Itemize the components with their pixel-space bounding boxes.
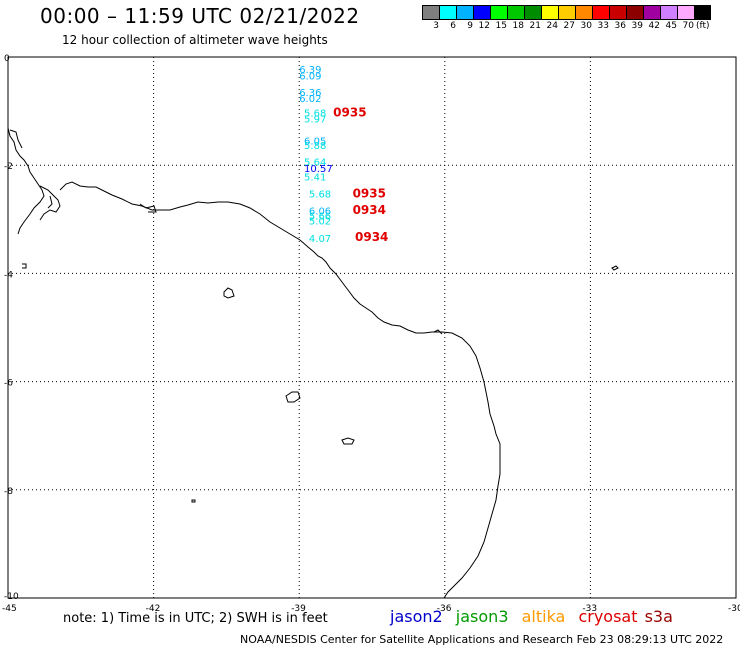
coastline-northwest (7, 127, 61, 235)
colorbar-label: 39 (631, 21, 643, 31)
colorbar-label: 45 (665, 21, 677, 31)
colorbar-swatch (490, 5, 507, 20)
wave-height-value: 6.09 (299, 72, 321, 83)
island-north (223, 287, 235, 299)
wave-height-value: 5.88 (304, 141, 326, 152)
colorbar-swatch (677, 5, 694, 20)
island-center (285, 391, 301, 403)
map-frame (7, 56, 737, 599)
colorbar-label: 9 (467, 21, 473, 31)
colorbar-label: 42 (648, 21, 660, 31)
pass-time-labels: 0935 0935 0934 0934 (333, 106, 388, 244)
colorbar-label: 3 (433, 21, 439, 31)
coastline-main (59, 181, 501, 599)
colorbar-label: 6 (450, 21, 456, 31)
colorbar-label: 70 (682, 21, 694, 31)
colorbar-labels: 3 6 9 12 15 18 21 24 27 30 33 36 39 42 45 70 (ft) (422, 21, 724, 31)
island-small-west (22, 263, 27, 269)
footer-credit: NOAA/NESDIS Center for Satellite Applica… (240, 633, 724, 646)
colorbar-swatch (609, 5, 626, 20)
wave-height-value: 6.02 (299, 94, 321, 105)
colorbar-swatch (541, 5, 558, 20)
wave-height-value: 4.07 (309, 234, 331, 245)
wave-height-value: 5.68 (304, 109, 326, 120)
coastline-bay-marks (139, 203, 443, 335)
lat-tick-label: -6 (4, 379, 13, 389)
pass-time-label: 0934 (353, 203, 386, 217)
colorbar-label: 27 (563, 21, 575, 31)
colorbar-swatch (524, 5, 541, 20)
wave-height-value: 6.06 (309, 206, 331, 217)
lat-tick-label: -10 (4, 592, 19, 602)
colorbar-label: 24 (546, 21, 558, 31)
colorbar-swatch (660, 5, 677, 20)
island-east (611, 265, 619, 271)
coastline (7, 127, 619, 599)
wave-height-colorbar (422, 5, 711, 20)
colorbar-swatch (473, 5, 490, 20)
pass-time-label: 0934 (355, 230, 388, 244)
pass-time-label: 0935 (333, 106, 366, 120)
colorbar-label: 30 (580, 21, 592, 31)
lat-tick-label: -8 (4, 487, 13, 497)
colorbar-swatch (643, 5, 660, 20)
legend-jason3: jason3 (455, 607, 509, 626)
colorbar-swatch (694, 5, 711, 20)
wave-height-value: 5.97 (304, 114, 326, 125)
lat-tick-label: 0 (4, 54, 10, 64)
island-south (341, 437, 355, 445)
lon-tick-label: -36 (437, 604, 452, 614)
lat-tick-label: -2 (4, 162, 13, 172)
wave-height-value: 5.64 (304, 158, 326, 169)
colorbar-label: (ft) (696, 21, 710, 31)
lon-tick-label: -39 (291, 604, 306, 614)
colorbar-swatch (456, 5, 473, 20)
wave-height-value: 6.05 (304, 137, 326, 148)
colorbar-swatch (439, 5, 456, 20)
lon-tick-label: -33 (582, 604, 597, 614)
island-far-south (191, 499, 196, 503)
colorbar-swatch (626, 5, 643, 20)
wave-height-value: 6.36 (299, 88, 321, 99)
legend-altika: altika (521, 607, 566, 626)
satellite-legend: jason2 jason3 altika cryosat s3a (390, 607, 673, 626)
legend-s3a: s3a (644, 607, 673, 626)
legend-cryosat: cryosat (578, 607, 638, 626)
wave-height-observations: 6.396.096.366.025.685.976.055.885.6410.5… (299, 65, 332, 245)
colorbar-label: 12 (478, 21, 490, 31)
colorbar-label: 36 (614, 21, 626, 31)
lon-tick-label: -42 (146, 604, 161, 614)
lon-tick-label: -45 (2, 604, 17, 614)
legend-jason2: jason2 (390, 607, 443, 626)
colorbar-label: 21 (529, 21, 541, 31)
wave-height-value: 5.68 (309, 190, 331, 201)
lon-tick-label: -30 (728, 604, 740, 614)
wave-height-value: 5.66 (309, 211, 331, 222)
note-text: note: 1) Time is in UTC; 2) SWH is in fe… (63, 611, 328, 626)
map-subtitle: 12 hour collection of altimeter wave hei… (62, 33, 328, 47)
wave-height-value: 10.57 (304, 164, 333, 175)
wave-height-value: 5.02 (309, 217, 331, 228)
wave-height-value: 6.39 (299, 65, 321, 76)
map-grid: -45 -42 -39 -36 -33 -30 0 -2 -4 -6 -8 -10 (2, 54, 740, 614)
colorbar-swatch (592, 5, 609, 20)
wave-height-value: 5.41 (304, 172, 326, 183)
colorbar-swatch (507, 5, 524, 20)
lat-tick-label: -4 (4, 270, 13, 280)
map-title: 00:00 – 11:59 UTC 02/21/2022 (40, 4, 360, 28)
colorbar-label: 15 (495, 21, 507, 31)
colorbar-label: 18 (512, 21, 524, 31)
colorbar-label: 33 (597, 21, 609, 31)
colorbar-swatch (575, 5, 592, 20)
colorbar-swatch (422, 5, 439, 20)
colorbar-swatch (558, 5, 575, 20)
pass-time-label: 0935 (353, 187, 386, 201)
